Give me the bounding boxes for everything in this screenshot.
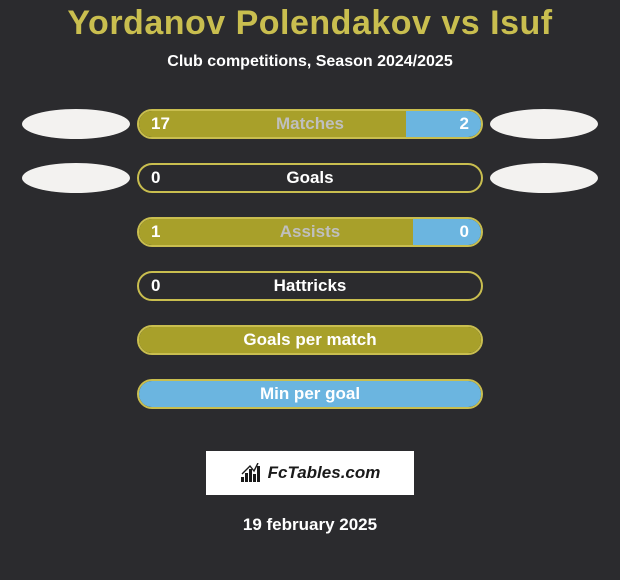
branding-text: FcTables.com (268, 463, 381, 483)
team-oval-left (22, 163, 130, 193)
stat-row: 0Goals (0, 163, 620, 193)
stat-rows: 172Matches0Goals10Assists0HattricksGoals… (0, 109, 620, 433)
left-oval-slot (15, 271, 137, 301)
left-oval-slot (15, 217, 137, 247)
stat-segment-left: 1 (139, 219, 413, 245)
left-oval-slot (15, 379, 137, 409)
stat-value-left: 0 (139, 276, 172, 296)
right-oval-slot (483, 217, 605, 247)
stat-bar: 10Assists (137, 217, 483, 247)
stat-row: Min per goal (0, 379, 620, 409)
stat-bar: Min per goal (137, 379, 483, 409)
date-text: 19 february 2025 (0, 515, 620, 535)
team-oval-left (22, 109, 130, 139)
stat-row: 0Hattricks (0, 271, 620, 301)
stat-row: Goals per match (0, 325, 620, 355)
stat-value-left: 1 (139, 222, 172, 242)
stat-segment-right: 0 (413, 219, 481, 245)
stat-bar: 172Matches (137, 109, 483, 139)
stat-value-right: 0 (448, 222, 481, 242)
stat-value-right: 2 (448, 114, 481, 134)
stat-row: 10Assists (0, 217, 620, 247)
subtitle: Club competitions, Season 2024/2025 (0, 53, 620, 71)
comparison-infographic: Yordanov Polendakov vs Isuf Club competi… (0, 0, 620, 535)
left-oval-slot (15, 109, 137, 139)
left-oval-slot (15, 163, 137, 193)
right-oval-slot (483, 271, 605, 301)
page-title: Yordanov Polendakov vs Isuf (0, 4, 620, 43)
stat-segment-right: 2 (406, 111, 481, 137)
stat-bar: Goals per match (137, 325, 483, 355)
right-oval-slot (483, 379, 605, 409)
stat-segment-left (139, 381, 481, 407)
stat-row: 172Matches (0, 109, 620, 139)
stat-bar: 0Goals (137, 163, 483, 193)
team-oval-right (490, 163, 598, 193)
stat-bar: 0Hattricks (137, 271, 483, 301)
right-oval-slot (483, 325, 605, 355)
left-oval-slot (15, 325, 137, 355)
team-oval-right (490, 109, 598, 139)
stat-value-left: 0 (139, 168, 172, 188)
stat-segment-left: 0 (139, 273, 481, 299)
stat-segment-left: 0 (139, 165, 481, 191)
stat-value-left: 17 (139, 114, 182, 134)
right-oval-slot (483, 109, 605, 139)
stat-segment-left: 17 (139, 111, 406, 137)
right-oval-slot (483, 163, 605, 193)
stat-segment-left (139, 327, 481, 353)
branding-badge: FcTables.com (206, 451, 414, 495)
fctables-icon (240, 463, 264, 483)
